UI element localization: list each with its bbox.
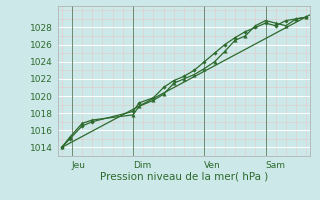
X-axis label: Pression niveau de la mer( hPa ): Pression niveau de la mer( hPa )	[100, 171, 268, 181]
